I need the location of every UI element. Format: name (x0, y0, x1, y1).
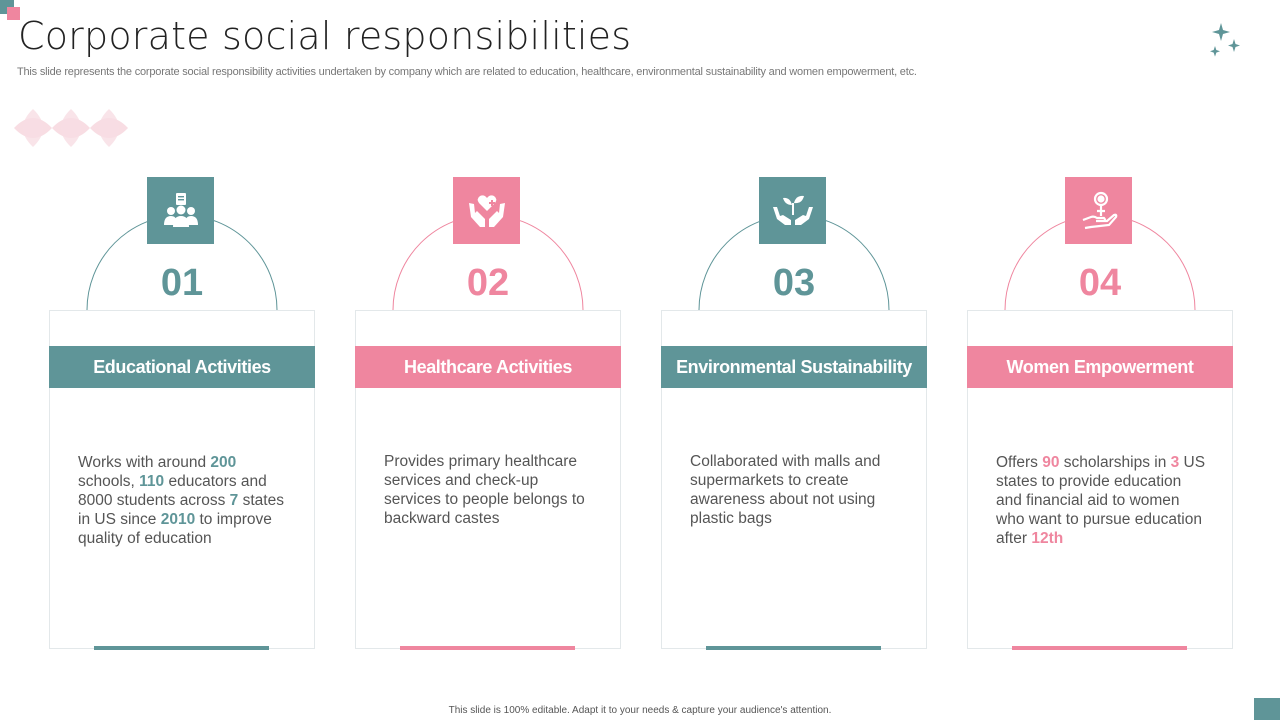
card-heading: Educational Activities (49, 346, 315, 388)
highlight-value: 200 (210, 454, 237, 471)
footer-note: This slide is 100% editable. Adapt it to… (448, 705, 832, 716)
hand-female-icon (1082, 191, 1117, 229)
card-heading: Environmental Sustainability (661, 346, 927, 388)
card-bottom-bar (94, 646, 269, 650)
description-text: US states to provide education and finan… (996, 454, 1206, 547)
description-text: scholarships in (1059, 454, 1171, 471)
highlight-value: 3 (1170, 454, 1180, 471)
highlight-value: 110 (139, 473, 165, 490)
card-description: Offers 90 scholarships in 3 US states to… (996, 453, 1211, 548)
description-text: schools, (78, 473, 140, 490)
icon-box (1065, 177, 1132, 244)
icon-box (453, 177, 520, 244)
card-description: Works with around 200 schools, 110 educa… (78, 453, 293, 548)
description-text: educators and 8000 students across (78, 473, 267, 509)
step-number: 04 (1078, 262, 1122, 304)
highlight-value: 12th (1031, 530, 1064, 547)
corner-accent-pink (7, 7, 20, 20)
step-number: 02 (466, 262, 510, 304)
hands-heart-icon (468, 194, 505, 227)
csr-column-01: 01 Educational Activities Works with aro… (49, 170, 315, 660)
csr-column-03: 03 Environmental Sustainability Collabor… (661, 170, 927, 660)
csr-column-02: 02 Healthcare Activities Provides primar… (355, 170, 621, 660)
card-bottom-bar (706, 646, 881, 650)
page-subtitle: This slide represents the corporate soci… (17, 66, 917, 78)
card-description: Collaborated with malls and supermarkets… (690, 452, 905, 528)
step-number: 01 (160, 262, 204, 304)
description-text: to improve quality of education (78, 511, 272, 547)
description-text: Provides primary healthcare services and… (384, 453, 585, 527)
card-heading: Healthcare Activities (355, 346, 621, 388)
highlight-value: 2010 (160, 511, 196, 528)
description-text: states in US since (78, 492, 284, 528)
description-text: Offers (996, 454, 1043, 471)
card-heading: Women Empowerment (967, 346, 1233, 388)
highlight-value: 90 (1042, 454, 1060, 471)
csr-column-04: 04 Women Empowerment Offers 90 scholarsh… (967, 170, 1233, 660)
corner-accent-bottom-right (1254, 698, 1280, 720)
petal-pattern-decoration (14, 109, 128, 147)
description-text: Works with around (78, 454, 211, 471)
icon-box (759, 177, 826, 244)
description-text: Collaborated with malls and supermarkets… (690, 453, 881, 527)
card-bottom-bar (400, 646, 575, 650)
highlight-value: 7 (229, 492, 239, 509)
people-education-icon (163, 192, 198, 227)
card-bottom-bar (1012, 646, 1187, 650)
hands-plant-icon (772, 195, 813, 225)
page-title: Corporate social responsibilities (18, 14, 632, 58)
sparkle-icon (1210, 23, 1240, 57)
step-number: 03 (772, 262, 816, 304)
icon-box (147, 177, 214, 244)
card-description: Provides primary healthcare services and… (384, 452, 599, 528)
